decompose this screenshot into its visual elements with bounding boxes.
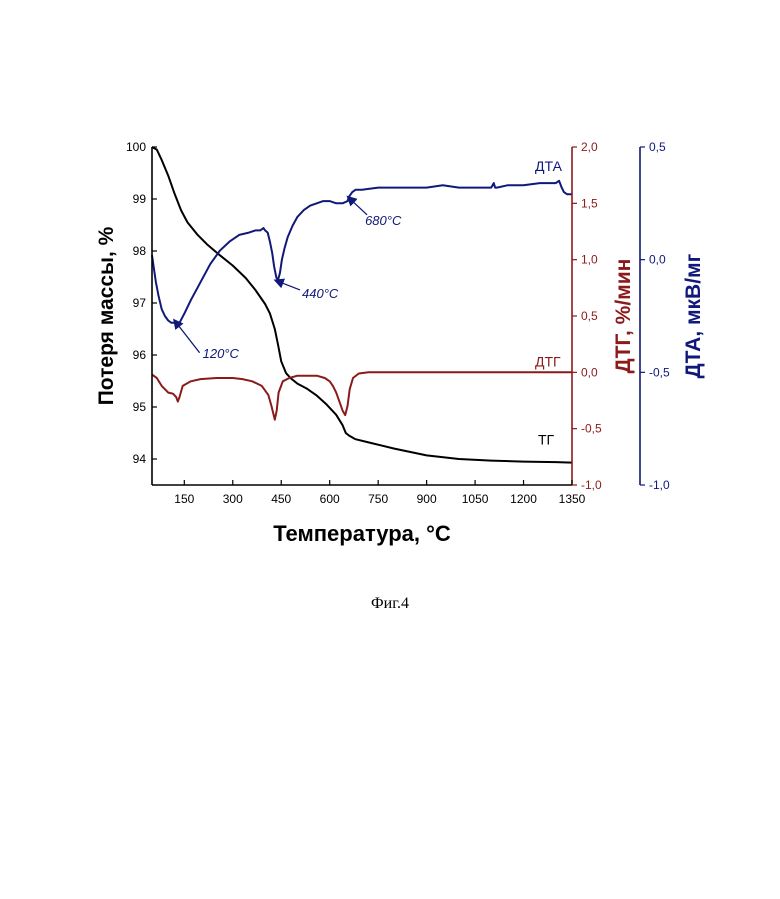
left-tick-label: 96	[133, 348, 147, 362]
x-tick-label: 300	[223, 492, 243, 506]
dtg-tick-label: 0,5	[581, 309, 598, 323]
chart-labels: Температура, °C Потеря массы, % ДТГ, %/мин…	[95, 158, 705, 546]
x-tick-label: 600	[320, 492, 340, 506]
x-tick-label: 1350	[559, 492, 586, 506]
x-tick-label: 1200	[510, 492, 537, 506]
left-tick-label: 100	[126, 140, 146, 154]
dtg-tick-label: 1,0	[581, 253, 598, 267]
annotation-arrow	[179, 326, 200, 353]
x-tick-label: 750	[368, 492, 388, 506]
dtg-tick-label: -1,0	[581, 478, 602, 492]
dta-tick-label: 0,0	[649, 253, 666, 267]
dtg-tick-label: 0,0	[581, 365, 598, 379]
series-line-right1	[152, 372, 572, 419]
dta-tick-label: 0,5	[649, 140, 666, 154]
left-tick-label: 97	[133, 296, 147, 310]
dtg-tick-label: -0,5	[581, 422, 602, 436]
series-line-right2	[152, 181, 572, 325]
plot-area	[152, 147, 572, 463]
dtg-tick-label: 1,5	[581, 196, 598, 210]
left-tick-label: 98	[133, 244, 147, 258]
dtg-axis-title: ДТГ, %/мин	[612, 259, 635, 374]
series-label-right2: ДТА	[535, 158, 563, 174]
x-tick-label: 450	[271, 492, 291, 506]
series-line-left	[152, 147, 572, 463]
annotation-arrow	[282, 283, 300, 290]
x-axis-title: Температура, °C	[273, 521, 451, 546]
left-tick-label: 99	[133, 192, 147, 206]
dtg-tick-label: 2,0	[581, 140, 598, 154]
left-tick-label: 94	[133, 452, 147, 466]
axes: 150 300 450 600 750 900 1050 1200 1350 94 95 96 97 98…	[126, 140, 670, 506]
figure-caption: Фиг.4	[0, 595, 780, 613]
annotation-label: 120°C	[203, 346, 240, 361]
x-tick-label: 1050	[462, 492, 489, 506]
dta-axis-title: ДТА, мкВ/мг	[682, 253, 705, 378]
dta-tick-label: -1,0	[649, 478, 670, 492]
dta-tick-label: -0,5	[649, 365, 670, 379]
x-tick-label: 150	[174, 492, 194, 506]
series-label-left: ТГ	[538, 432, 555, 448]
annotation-label: 440°C	[302, 286, 339, 301]
series-label-right1: ДТГ	[535, 353, 561, 369]
left-tick-label: 95	[133, 400, 147, 414]
x-tick-label: 900	[417, 492, 437, 506]
annotation-label: 680°C	[365, 213, 402, 228]
left-axis-title: Потеря массы, %	[95, 226, 118, 405]
